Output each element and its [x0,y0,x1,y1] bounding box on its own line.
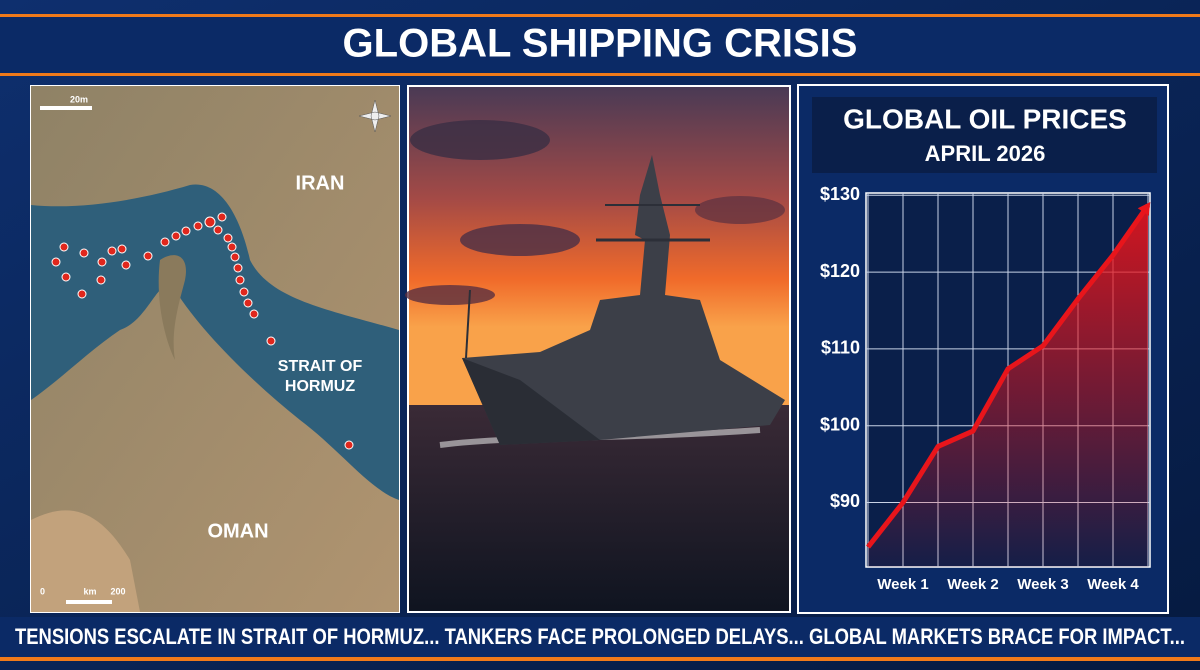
ship-photo [405,87,789,611]
stripe [0,73,1200,76]
map-label: IRAN [296,172,345,194]
scale-label: 200 [110,586,125,596]
scale-label: 20m [70,94,88,104]
line [866,203,1151,549]
area [868,205,1148,567]
chart-subtitle: APRIL 2026 [925,141,1046,166]
x-tick-label: Week 2 [947,576,998,593]
map-label: OMAN [207,520,268,542]
scale-label: km [83,586,96,596]
arrowhead [1137,202,1151,216]
x-tick-label: Week 4 [1087,576,1139,593]
ticker-text: TENSIONS ESCALATE IN STRAIT OF HORMUZ...… [15,624,1185,649]
y-tick-label: $130 [820,184,860,204]
y-tick-label: $110 [821,338,860,358]
chart-title-box [812,97,1157,173]
map-label: HORMUZ [285,378,355,395]
y-tick-label: $90 [830,491,860,511]
chart-title: GLOBAL OIL PRICES [843,103,1127,134]
stripe [0,14,1200,17]
map: 20m IRAN STRAIT OF HORMUZ OMAN 0 km 200 [31,86,399,612]
main-title: GLOBAL SHIPPING CRISIS [343,22,858,66]
y-tick-label: $100 [820,414,860,434]
x-tick-label: Week 3 [1017,576,1068,593]
map-label: STRAIT OF [278,358,363,375]
y-tick-label: $120 [820,261,860,281]
stripe [0,657,1200,661]
ticker-bar [0,617,1200,657]
title-bar [0,17,1200,73]
x-tick-label: Week 1 [877,576,928,593]
scale-label: 0 [40,586,45,596]
plot: $90 $100 $110 $120 $130 Week 1 Week 2 Week 3 Wee… [820,184,1151,593]
